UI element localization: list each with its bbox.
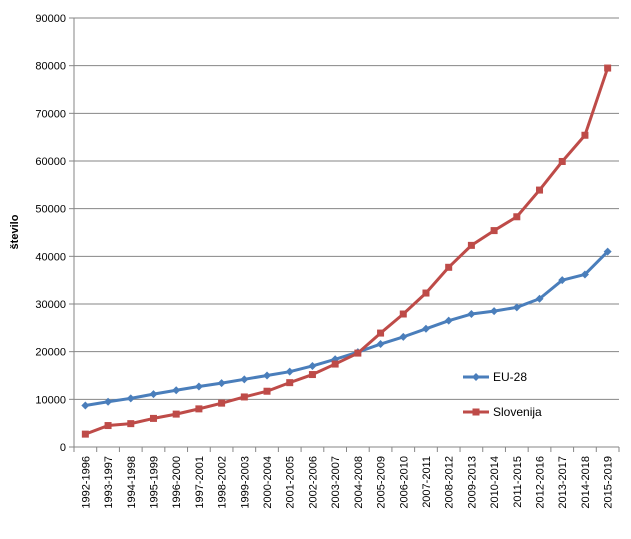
y-tick-label: 60000	[35, 156, 66, 168]
x-tick-label: 2014-2018	[580, 456, 592, 509]
y-tick-label: 90000	[35, 13, 66, 25]
x-tick-label: 2013-2017	[557, 456, 569, 509]
x-tick-label: 2009-2013	[466, 456, 478, 509]
data-point	[490, 227, 498, 235]
data-point	[377, 329, 385, 337]
y-axis-label: število	[9, 214, 21, 249]
y-tick-label: 40000	[35, 251, 66, 263]
legend-label-1: EU-28	[493, 370, 527, 384]
x-tick-label: 1999-2003	[239, 456, 251, 509]
data-point	[490, 307, 499, 316]
x-tick-label: 2000-2004	[262, 456, 274, 509]
data-point	[603, 247, 612, 256]
data-point	[376, 340, 385, 349]
data-point	[217, 379, 226, 388]
x-tick-label: 2001-2005	[285, 456, 297, 509]
x-tick-label: 1996-2000	[171, 456, 183, 509]
data-point	[149, 414, 157, 422]
data-point	[558, 157, 566, 165]
data-point	[218, 399, 226, 407]
data-point	[263, 371, 272, 380]
y-tick-label: 80000	[35, 61, 66, 73]
y-tick-label: 20000	[35, 347, 66, 359]
legend-marker	[472, 373, 480, 381]
x-tick-label: 2007-2011	[421, 456, 433, 508]
data-point	[354, 349, 362, 357]
series-line-2	[84, 67, 610, 436]
gridlines	[74, 17, 619, 400]
data-point	[399, 310, 407, 318]
x-tick-label: 2006-2010	[398, 456, 410, 509]
data-point	[331, 360, 339, 368]
data-point	[286, 379, 294, 387]
data-point	[172, 386, 181, 395]
y-tick-label: 50000	[35, 204, 66, 216]
x-tick-label: 2003-2007	[330, 456, 342, 509]
data-point	[581, 131, 589, 139]
data-point	[195, 405, 203, 413]
x-tick-label: 2010-2014	[489, 456, 501, 509]
data-point	[127, 420, 135, 428]
y-tick-label: 70000	[35, 108, 66, 120]
x-tick-label: 1995-1999	[148, 456, 160, 509]
x-tick-label: 1994-1998	[126, 456, 138, 509]
series-line-1	[85, 250, 609, 408]
data-point	[308, 371, 316, 379]
series-lines	[81, 64, 612, 438]
data-point	[444, 316, 453, 325]
y-tick-label: 0	[60, 442, 66, 454]
data-point	[421, 324, 430, 333]
y-tick-label: 30000	[35, 299, 66, 311]
data-point	[422, 289, 430, 297]
data-point	[512, 303, 521, 312]
x-tick-label: 1993-1997	[103, 456, 115, 509]
x-tick-label: 2002-2006	[307, 456, 319, 509]
data-point	[285, 367, 294, 376]
data-point	[467, 310, 476, 319]
data-point	[308, 361, 317, 370]
data-point	[558, 276, 567, 285]
data-point	[240, 393, 248, 401]
axes: 0 10000 20000 30000 40000 50000 60000 70000 8000…	[35, 13, 620, 509]
data-point	[513, 213, 521, 221]
data-point	[580, 270, 589, 279]
data-point	[81, 401, 90, 410]
legend: EU-28 Slovenija	[463, 370, 542, 419]
data-point	[604, 64, 612, 72]
data-point	[81, 430, 89, 438]
data-point	[399, 332, 408, 341]
data-point	[467, 241, 475, 249]
data-point	[172, 410, 180, 418]
x-tick-label: 2008-2012	[444, 456, 456, 509]
data-point	[149, 390, 158, 399]
data-point	[126, 394, 135, 403]
data-point	[445, 263, 453, 271]
x-tick-label: 1997-2001	[194, 456, 206, 509]
data-point	[263, 387, 271, 395]
x-tick-label: 2011-2015	[512, 456, 524, 508]
x-tick-label: 1992-1996	[80, 456, 92, 509]
data-point	[536, 186, 544, 194]
data-point	[104, 422, 112, 430]
x-tick-label: 2012-2016	[535, 456, 547, 509]
x-tick-label: 1998-2002	[217, 456, 229, 509]
data-point	[240, 375, 249, 384]
x-tick-label: 2015-2019	[603, 456, 615, 509]
data-point	[194, 382, 203, 391]
x-tick-label: 2005-2009	[376, 456, 388, 509]
legend-marker	[472, 408, 480, 416]
x-tick-label: 2004-2008	[353, 456, 365, 509]
data-point	[104, 397, 113, 406]
legend-label-2: Slovenija	[493, 405, 542, 419]
data-point	[535, 294, 544, 303]
y-tick-label: 10000	[35, 394, 66, 406]
